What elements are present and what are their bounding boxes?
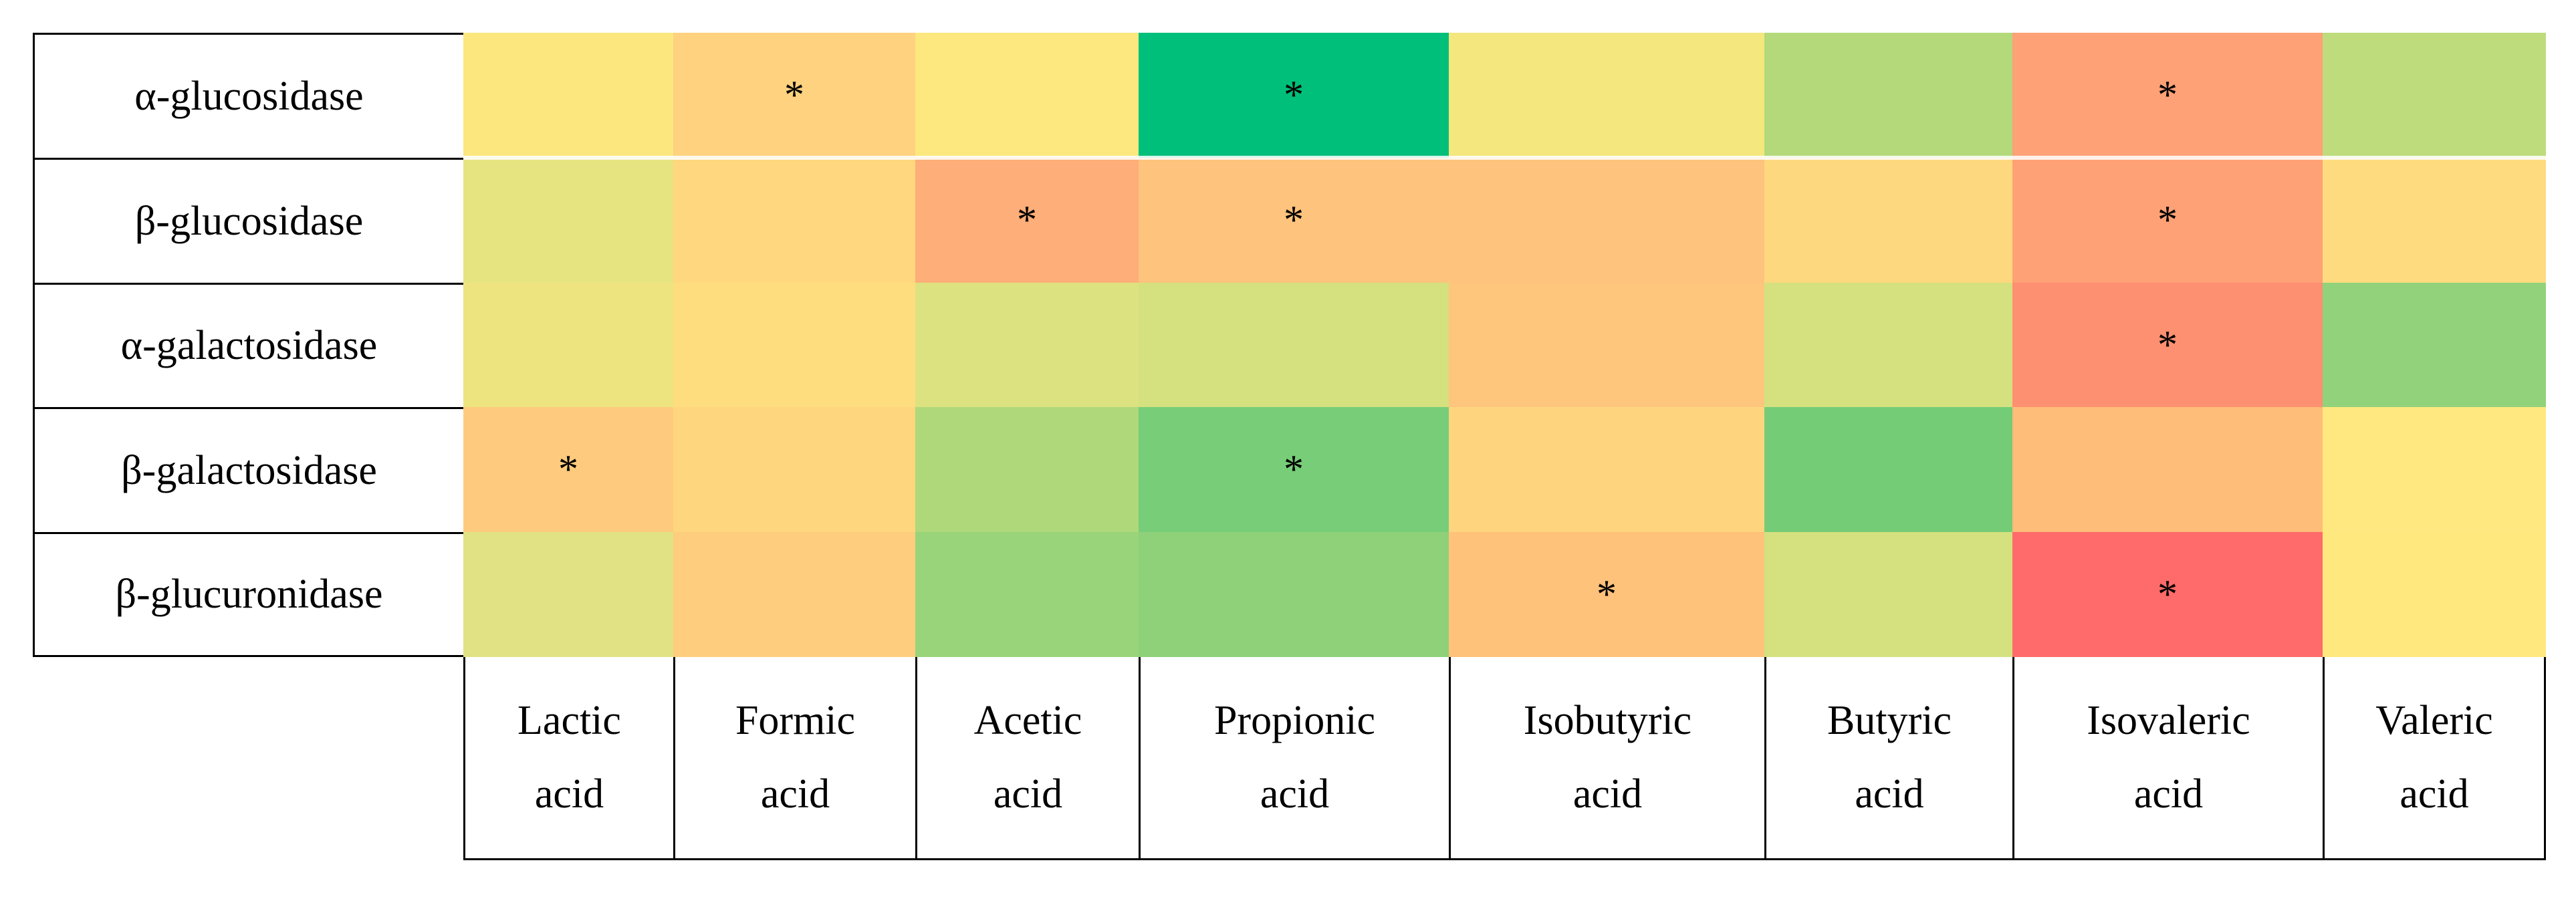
heatmap-cell: * xyxy=(2012,158,2323,283)
row-label: β-galactosidase xyxy=(33,407,463,532)
heatmap-cell xyxy=(1449,158,1764,283)
column-label: Lactic acid xyxy=(463,657,673,860)
blank-corner xyxy=(33,657,463,860)
heatmap-cell xyxy=(463,158,673,283)
column-label: Isovaleric acid xyxy=(2012,657,2323,860)
heatmap-cell xyxy=(1139,283,1449,407)
heatmap-cell xyxy=(1449,33,1764,158)
heatmap-cell xyxy=(673,158,915,283)
column-label-line: Isobutyric xyxy=(1523,697,1692,743)
heatmap-cell xyxy=(463,33,673,158)
heatmap-cell: * xyxy=(1449,532,1764,657)
column-label-line: acid xyxy=(2399,771,2469,817)
heatmap-cell xyxy=(915,33,1139,158)
row-separator-line xyxy=(463,156,2546,160)
row-label: β-glucosidase xyxy=(33,158,463,283)
heatmap-cell xyxy=(2323,33,2546,158)
column-label: Propionic acid xyxy=(1139,657,1449,860)
heatmap-cell xyxy=(673,283,915,407)
column-label: Formic acid xyxy=(673,657,915,860)
column-label-line: acid xyxy=(760,771,830,817)
heatmap-cell xyxy=(1449,283,1764,407)
column-label: Acetic acid xyxy=(915,657,1139,860)
row-label: α-glucosidase xyxy=(33,33,463,158)
heatmap-cell: * xyxy=(915,158,1139,283)
column-label-line: acid xyxy=(2133,771,2204,817)
column-label-line: Acetic xyxy=(973,697,1082,743)
heatmap-cell xyxy=(915,532,1139,657)
column-label-line: acid xyxy=(1572,771,1643,817)
heatmap-cell xyxy=(915,407,1139,532)
heatmap-cell xyxy=(915,283,1139,407)
column-label-line: acid xyxy=(1260,771,1330,817)
heatmap-cell: * xyxy=(1139,33,1449,158)
column-label-line: Isovaleric xyxy=(2087,697,2250,743)
heatmap-cell xyxy=(1764,33,2012,158)
row-label: β-glucuronidase xyxy=(33,532,463,657)
column-label-line: Valeric xyxy=(2375,697,2493,743)
column-label-line: acid xyxy=(1855,771,1924,817)
heatmap-cell xyxy=(1764,158,2012,283)
heatmap-cell xyxy=(1764,283,2012,407)
heatmap-table: α-glucosidase * * * β-glucosidase * * * α-galact… xyxy=(33,33,2546,860)
heatmap-cell: * xyxy=(2012,532,2323,657)
column-label: Isobutyric acid xyxy=(1449,657,1764,860)
column-label-line: acid xyxy=(534,771,604,817)
heatmap-cell xyxy=(463,283,673,407)
heatmap-cell xyxy=(673,532,915,657)
column-label-line: Formic xyxy=(735,697,856,743)
heatmap-cell xyxy=(2323,158,2546,283)
heatmap-cell: * xyxy=(1139,407,1449,532)
heatmap-cell: * xyxy=(673,33,915,158)
heatmap-cell xyxy=(463,532,673,657)
heatmap-cell xyxy=(2323,283,2546,407)
heatmap-cell xyxy=(673,407,915,532)
column-label: Valeric acid xyxy=(2323,657,2546,860)
heatmap-cell: * xyxy=(2012,283,2323,407)
column-label: Butyric acid xyxy=(1764,657,2012,860)
column-label-line: acid xyxy=(993,771,1063,817)
column-label-line: Butyric xyxy=(1827,697,1952,743)
heatmap-cell xyxy=(1139,532,1449,657)
heatmap-cell xyxy=(2012,407,2323,532)
column-label-line: Propionic xyxy=(1213,697,1376,743)
row-label: α-galactosidase xyxy=(33,283,463,407)
heatmap-cell: * xyxy=(463,407,673,532)
heatmap-cell xyxy=(2323,532,2546,657)
heatmap-cell xyxy=(1449,407,1764,532)
heatmap-cell xyxy=(1764,532,2012,657)
heatmap-cell: * xyxy=(2012,33,2323,158)
column-label-line: Lactic xyxy=(517,697,621,743)
heatmap-cell: * xyxy=(1139,158,1449,283)
heatmap-cell xyxy=(2323,407,2546,532)
heatmap-cell xyxy=(1764,407,2012,532)
